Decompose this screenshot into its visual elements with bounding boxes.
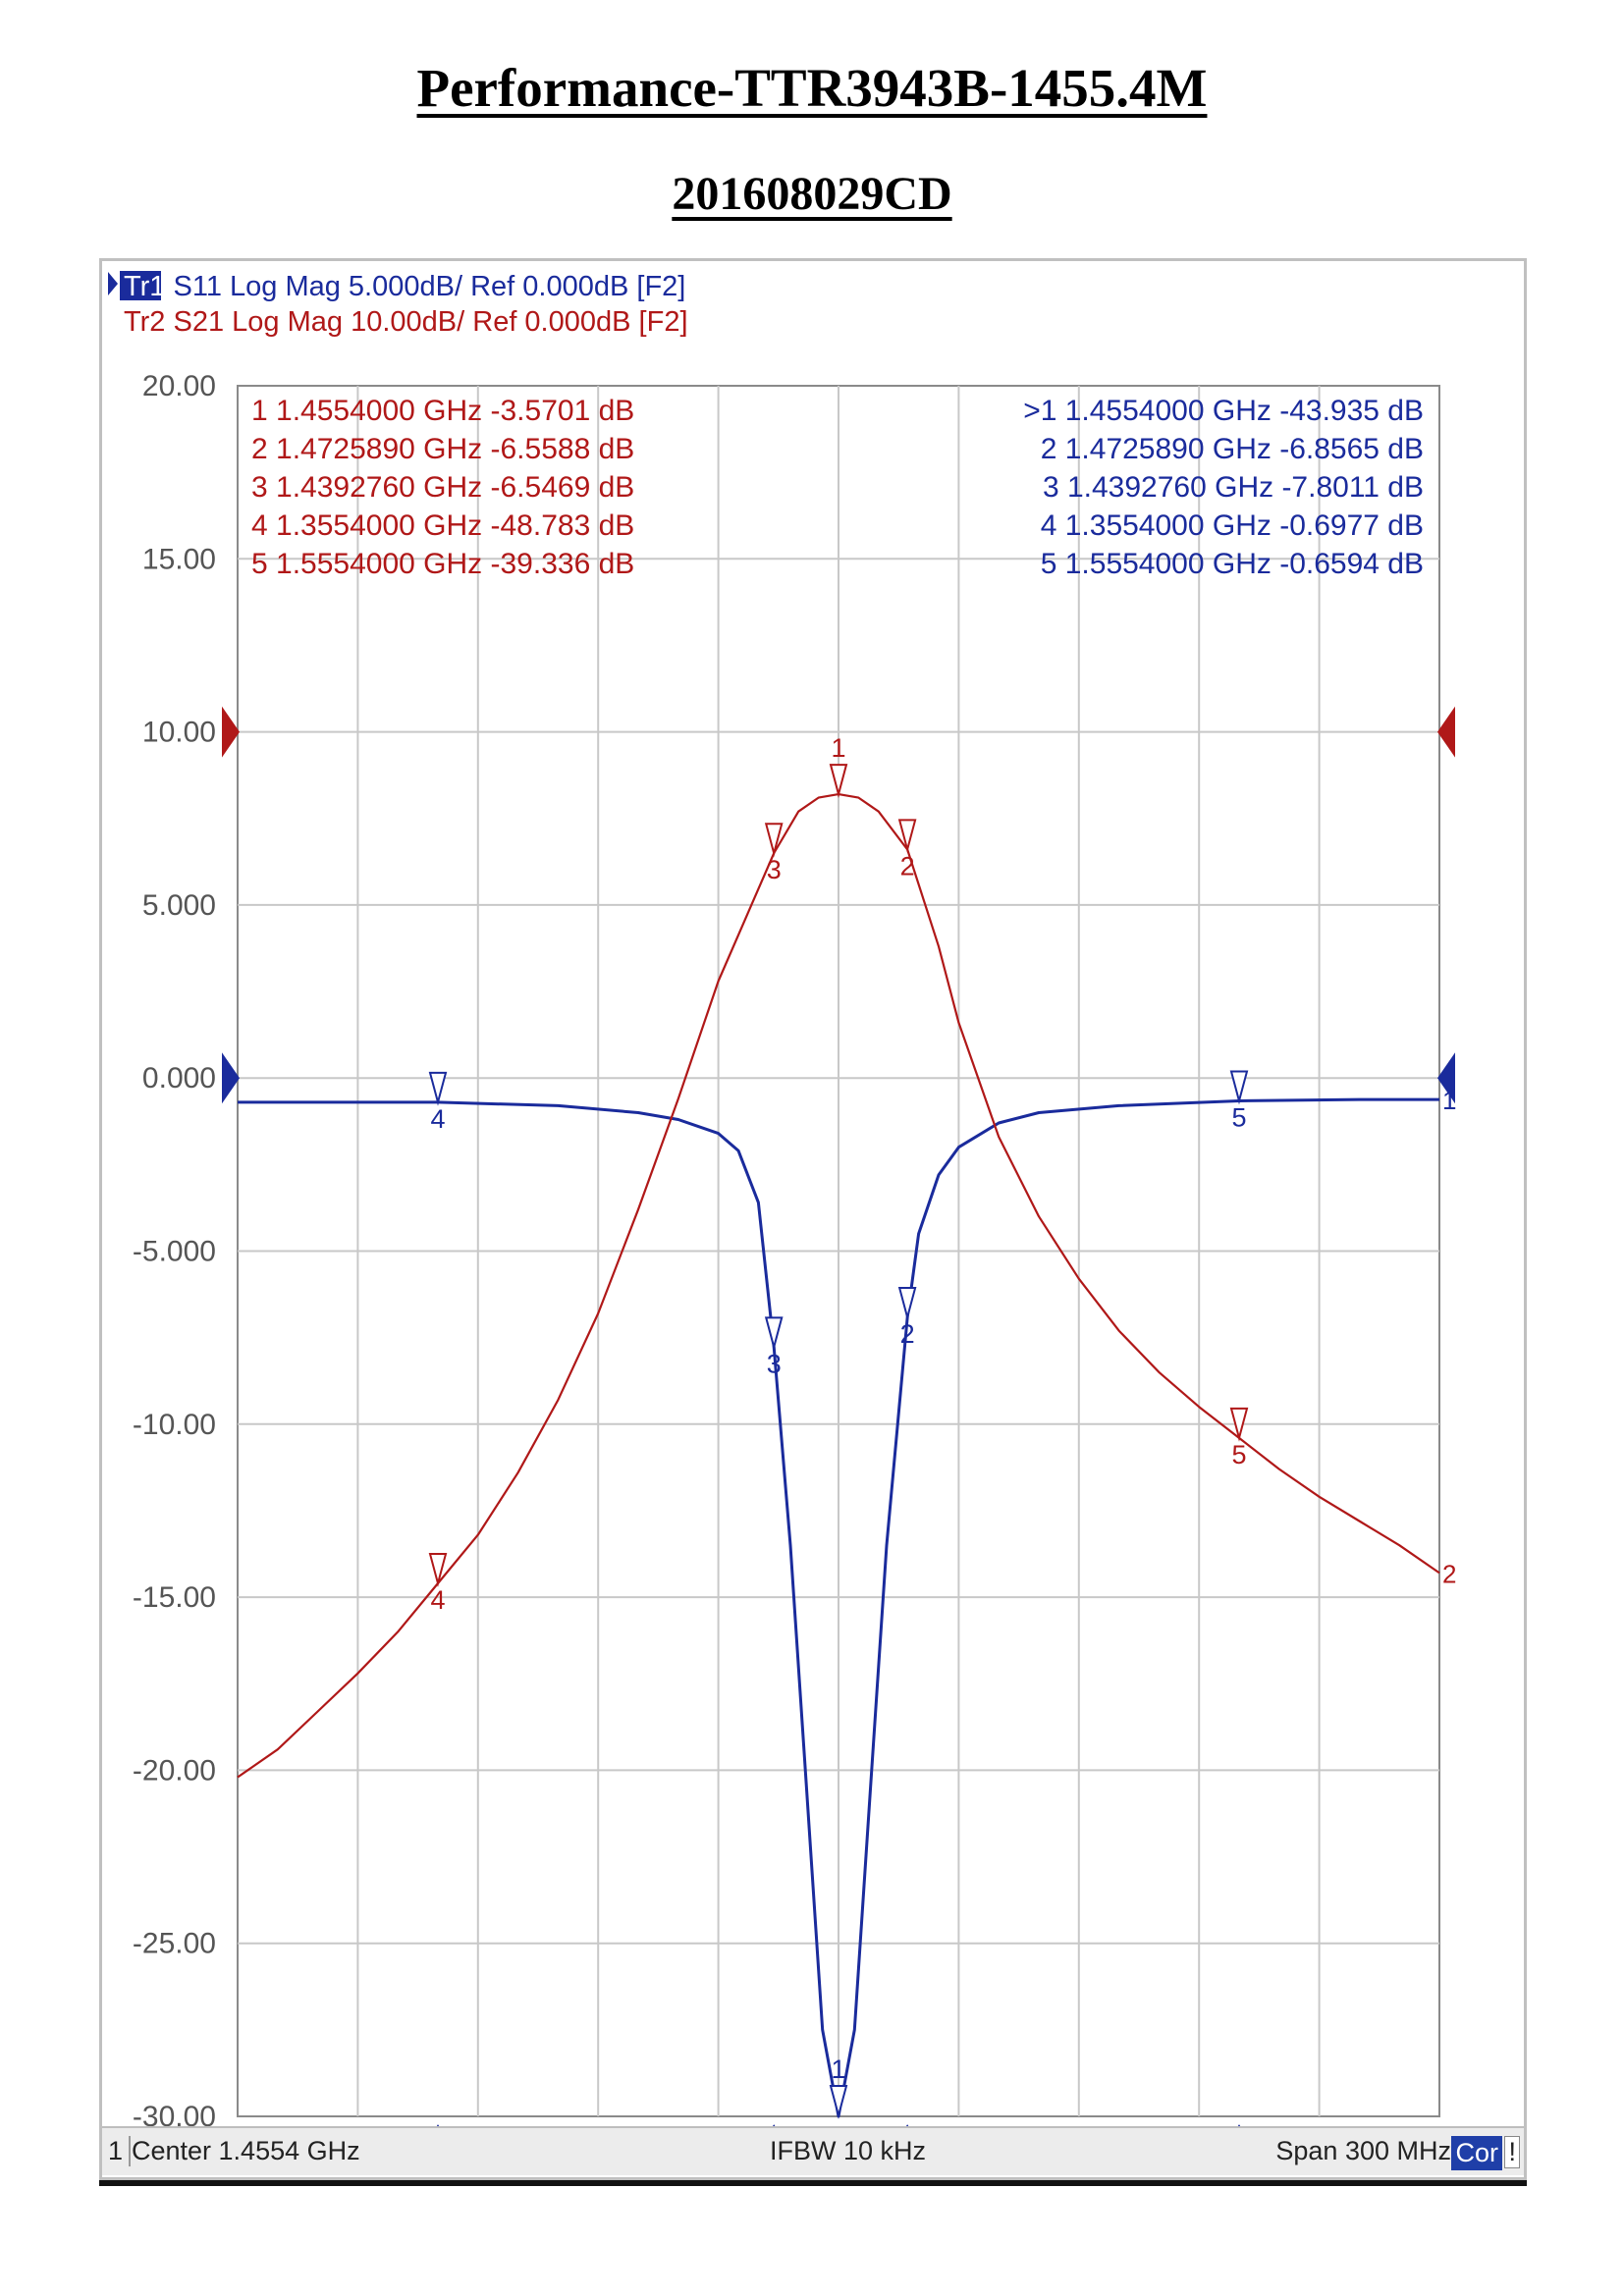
s21-trace-line — [237, 792, 1440, 1779]
marker-readout-s11-5: 5 1.5554000 GHz -0.6594 dB — [1041, 548, 1424, 580]
marker-readout-s11-1: >1 1.4554000 GHz -43.935 dB — [1023, 395, 1424, 427]
s21-marker-1-label: 1 — [831, 733, 845, 763]
trace-setting[interactable]: S21 — [165, 306, 224, 338]
y-tick-label: 5.000 — [142, 889, 216, 922]
status-bar: 1 Center 1.4554 GHz IFBW 10 kHz Span 300… — [102, 2126, 1524, 2175]
window-bottom-border — [99, 2180, 1527, 2186]
network-analyzer-window: 20.00 15.00 10.00 5.000 0.000 -5.000 -10.00 -15… — [99, 258, 1527, 2180]
marker-readout-s11-2: 2 1.4725890 GHz -6.8565 dB — [1041, 433, 1424, 465]
analyzer-plot: 20.00 15.00 10.00 5.000 0.000 -5.000 -10.00 -15… — [108, 271, 1456, 2126]
if-bandwidth[interactable]: IFBW 10 kHz — [770, 2136, 927, 2165]
trace-setting[interactable]: [F2] — [630, 306, 687, 338]
s11-marker-3-label: 3 — [767, 1349, 782, 1378]
y-tick-label: -25.00 — [133, 1928, 216, 1960]
y-tick-label: 10.00 — [142, 717, 216, 749]
trace-setting[interactable]: Log Mag — [222, 271, 341, 302]
s11-marker-5-label: 5 — [1231, 1102, 1246, 1132]
trace-setting[interactable]: Log Mag — [224, 306, 343, 338]
y-tick-label: 20.00 — [142, 370, 216, 402]
s21-marker-4-label: 4 — [430, 1585, 445, 1615]
trace-setting[interactable]: S11 — [165, 271, 222, 302]
y-tick-label: -30.00 — [133, 2101, 216, 2126]
marker-readout-s21-3: 3 1.4392760 GHz -6.5469 dB — [251, 471, 634, 504]
document-subtitle-text: 201608029CD — [672, 168, 952, 220]
s11-reference-marker-right — [1437, 1052, 1455, 1104]
s21-marker-3-label: 3 — [767, 855, 782, 884]
marker-readout-s11-3: 3 1.4392760 GHz -7.8011 dB — [1043, 471, 1424, 504]
s21-reference-marker-right — [1437, 706, 1455, 758]
marker-readout-s21-4: 4 1.3554000 GHz -48.783 dB — [251, 509, 634, 542]
document-title: Performance-TTR3943B-1455.4M — [0, 57, 1624, 119]
document-subtitle: 201608029CD — [0, 167, 1624, 221]
s21-marker-5-triangle — [1229, 1407, 1249, 1442]
s21-marker-5-label: 5 — [1231, 1440, 1246, 1469]
s11-marker-4-triangle — [428, 1071, 448, 1106]
active-trace-arrow — [108, 272, 118, 295]
trace-id[interactable]: Tr1 — [124, 271, 165, 302]
center-frequency[interactable]: Center 1.4554 GHz — [132, 2136, 360, 2165]
trace-header-s21: Tr2 S21 Log Mag 10.00dB/ Ref 0.000dB [F2… — [124, 306, 688, 338]
s21-marker-2-triangle — [897, 819, 917, 854]
correction-indicator[interactable]: Cor — [1451, 2136, 1502, 2170]
y-tick-label: 15.00 — [142, 543, 216, 575]
channel-indicator[interactable]: 1 — [108, 2136, 132, 2166]
trace-setting[interactable]: Ref 0.000dB — [464, 306, 630, 338]
s11-marker-2-label: 2 — [900, 1319, 915, 1349]
s21-marker-3-triangle — [764, 823, 784, 858]
marker-readout-s21-5: 5 1.5554000 GHz -39.336 dB — [251, 548, 634, 580]
trace-setting[interactable]: 10.00dB/ — [343, 306, 465, 338]
document-title-text: Performance-TTR3943B-1455.4M — [416, 58, 1208, 118]
y-tick-label: -15.00 — [133, 1581, 216, 1614]
span-frequency[interactable]: Span 300 MHz — [1275, 2136, 1451, 2165]
marker-readout-s21-1: 1 1.4554000 GHz -3.5701 dB — [251, 395, 634, 427]
s11-marker-1-label: 1 — [831, 2055, 845, 2084]
s11-reference-marker-left — [222, 1052, 240, 1104]
s21-marker-2-label: 2 — [900, 851, 915, 881]
marker-readout-s21-2: 2 1.4725890 GHz -6.5588 dB — [251, 433, 634, 465]
active-trace-highlight — [120, 271, 161, 300]
s11-marker-2-triangle — [897, 1286, 917, 1321]
s11-marker-1-triangle — [829, 2085, 848, 2119]
warning-indicator[interactable]: ! — [1504, 2136, 1520, 2168]
trace-setting[interactable]: Ref 0.000dB — [462, 271, 628, 302]
marker-readout-s11-4: 4 1.3554000 GHz -0.6977 dB — [1041, 509, 1424, 542]
y-tick-label: -20.00 — [133, 1754, 216, 1787]
y-tick-label: -5.000 — [133, 1236, 216, 1268]
trace-header-s11: Tr1 S11 Log Mag 5.000dB/ Ref 0.000dB [F2… — [124, 271, 685, 302]
s11-marker-3-triangle — [764, 1316, 784, 1352]
trace-setting[interactable]: [F2] — [628, 271, 685, 302]
y-tick-label: -10.00 — [133, 1409, 216, 1441]
trace-id[interactable]: Tr2 — [124, 306, 165, 338]
y-tick-label: 0.000 — [142, 1062, 216, 1095]
trace-setting[interactable]: 5.000dB/ — [341, 271, 463, 302]
s21-reference-marker-left — [222, 706, 240, 758]
s11-marker-5-triangle — [1229, 1070, 1249, 1105]
s11-marker-4-label: 4 — [430, 1104, 445, 1134]
s21-marker-4-triangle — [428, 1552, 448, 1587]
trace-end-label-s11: 1 — [1442, 1086, 1456, 1115]
s21-marker-1-triangle — [829, 764, 848, 798]
trace-end-label-s21: 2 — [1442, 1559, 1456, 1588]
